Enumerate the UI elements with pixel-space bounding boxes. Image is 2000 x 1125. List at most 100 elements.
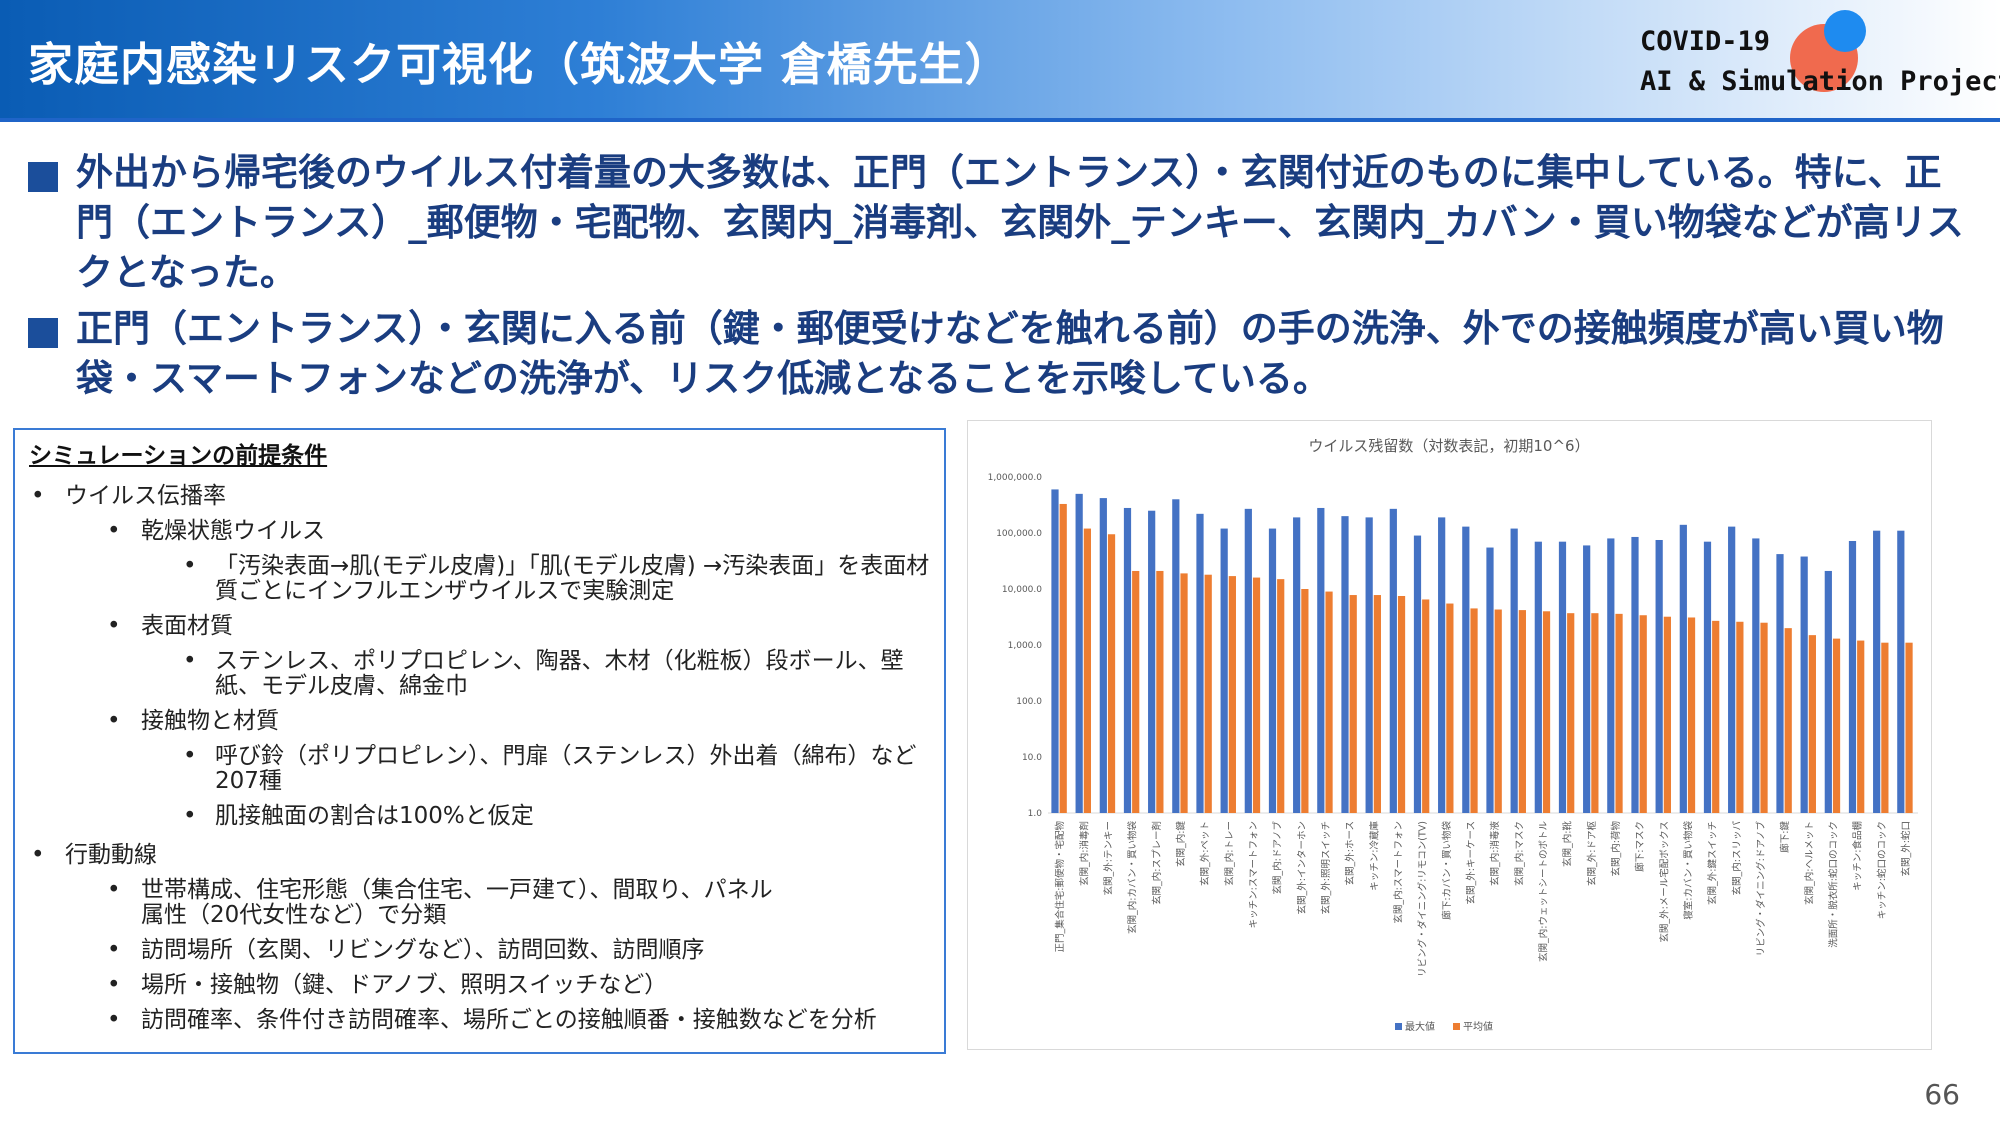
bar-mean (1204, 574, 1212, 813)
bar-max (1317, 507, 1325, 813)
virus-residue-chart: ウイルス残留数（対数表記，初期10^6） 1,000,000.0 100,000.0… (967, 420, 1932, 1050)
logo-line-1: COVID-19 (1640, 26, 1771, 57)
bar-max (1534, 541, 1542, 813)
x-tick-label: キッチン:食品棚 (1852, 821, 1864, 891)
bullet-dot: • (183, 743, 197, 769)
x-tick-label: 洗面所・脱衣所:蛇口のコック (1827, 821, 1839, 948)
x-tick-label: 玄関_内:ヘルメット (1803, 821, 1815, 905)
chart-svg: ウイルス残留数（対数表記，初期10^6） 1,000,000.0 100,000.0… (988, 437, 1918, 1033)
condition-item: • 肌接触面の割合は100%と仮定 (183, 803, 534, 829)
bar-max (1341, 516, 1349, 813)
x-tick-label: 玄関_内:スリッパ (1731, 821, 1743, 896)
x-tick-label: 玄関_内:消毒剤 (1078, 821, 1090, 886)
y-tick-label: 10.0 (1022, 753, 1042, 763)
condition-item: • 「汚染表面→肌(モデル皮膚)」「肌(モデル皮膚) →汚染表面」を表面材質ごとに… (183, 553, 930, 604)
x-tick-label: リビング・ダイニング:ドアノブ (1755, 821, 1767, 957)
bar-mean (1760, 622, 1768, 813)
bar-mean (1663, 616, 1671, 813)
bar-max (1486, 547, 1494, 813)
bar-max (1510, 528, 1518, 813)
bar-max (1558, 541, 1567, 813)
x-tick-label: 玄関_外:キーケース (1465, 821, 1477, 904)
page-title: 家庭内感染リスク可視化（筑波大学 倉橋先生） (28, 38, 1011, 91)
bar-mean (1470, 608, 1478, 813)
bar-mean (1301, 589, 1309, 813)
header-bar: 家庭内感染リスク可視化（筑波大学 倉橋先生） COVID-19 AI & Sim… (0, 0, 2000, 118)
bullet-dot: • (107, 972, 121, 998)
project-logo: COVID-19 AI & Simulation Project (1640, 10, 2000, 110)
bar-mean (1905, 642, 1913, 813)
bar-mean (1784, 628, 1792, 813)
x-tick-label: 玄関_外:蛇口 (1900, 821, 1912, 876)
x-tick-label: 玄関_外:照明スイッチ (1320, 821, 1332, 914)
bullet-dot: • (107, 613, 121, 639)
x-tick-label: 玄関_外:ペット (1199, 821, 1211, 886)
bar-mean (1349, 595, 1357, 813)
x-tick-label: キッチン:冷蔵庫 (1368, 821, 1380, 891)
bar-max (1631, 536, 1639, 813)
condition-item: • 表面材質 (107, 613, 233, 639)
y-tick-label: 1,000,000.0 (988, 473, 1043, 483)
bullet-dot: • (107, 1007, 121, 1033)
x-tick-label: 玄関_外:ホース (1344, 821, 1356, 885)
bar-mean (1639, 615, 1647, 813)
bar-mean (1059, 503, 1067, 813)
bar-max (1655, 539, 1663, 813)
bar-max (1848, 540, 1857, 813)
condition-item: • 訪問確率、条件付き訪問確率、場所ごとの接触順番・接触数などを分析 (107, 1007, 877, 1033)
bar-max (1051, 489, 1059, 813)
simulation-conditions-panel: シミュレーションの前提条件 • ウイルス伝播率 • 乾燥状態ウイルス • 「汚染表面→… (13, 428, 946, 1054)
bar-mean (1615, 613, 1623, 813)
bar-max (1413, 535, 1422, 813)
bar-max (1728, 526, 1736, 813)
legend-label: 平均値 (1463, 1020, 1493, 1033)
bar-max (1365, 517, 1373, 813)
x-tick-label: 玄関_内:スプレー剤 (1151, 821, 1163, 905)
bar-max (1293, 517, 1301, 813)
summary-bullet: 外出から帰宅後のウイルス付着量の大多数は、正門（エントランス）・玄関付近のものに… (28, 148, 1978, 298)
summary-text: 正門（エントランス）・玄関に入る前（鍵・郵便受けなどを触れる前）の手の洗浄、外で… (76, 307, 1944, 400)
bar-mean (1325, 591, 1333, 813)
bar-mean (1083, 528, 1091, 813)
bar-mean (1397, 595, 1406, 813)
condition-item: • 訪問場所（玄関、リビングなど）、訪問回数、訪問順序 (107, 937, 705, 963)
bar-max (1607, 538, 1615, 813)
x-tick-label: 玄関_内:ドアノブ (1272, 821, 1284, 895)
summary-text: 外出から帰宅後のウイルス付着量の大多数は、正門（エントランス）・玄関付近のものに… (76, 151, 1964, 294)
bullet-dot: • (31, 483, 45, 509)
bar-mean (1736, 621, 1744, 813)
bar-max (1268, 528, 1277, 813)
bar-max (1824, 570, 1832, 813)
bar-mean (1180, 573, 1188, 813)
summary-bullets: 外出から帰宅後のウイルス付着量の大多数は、正門（エントランス）・玄関付近のものに… (28, 148, 1978, 410)
bar-max (1873, 530, 1881, 813)
y-tick-label: 100.0 (1016, 697, 1042, 707)
condition-item: • 接触物と材質 (107, 708, 279, 734)
x-tick-label: キッチン:スマートフォン (1248, 821, 1259, 928)
bar-max (1583, 545, 1591, 813)
bar-max (1148, 510, 1156, 813)
x-tick-label: キッチン:蛇口のコック (1876, 821, 1888, 919)
bar-max (1220, 528, 1228, 813)
y-tick-label: 1,000.0 (1008, 641, 1043, 651)
bar-max (1438, 517, 1446, 813)
bar-mean (1252, 577, 1261, 813)
bar-mean (1881, 642, 1889, 813)
x-tick-label: 玄関_内:トレー (1223, 821, 1235, 886)
bar-mean (1156, 570, 1164, 813)
bar-max (1776, 554, 1784, 813)
bullet-dot: • (107, 877, 121, 903)
x-tick-label: 正門_集合住宅:郵便物・宅配物 (1054, 821, 1066, 953)
x-tick-label: リビング・ダイニング:リモコン(TV) (1417, 821, 1429, 977)
x-tick-label: 玄関_内:カバン・買い物袋 (1127, 821, 1139, 934)
bar-mean (1567, 613, 1575, 813)
bullet-dot: • (183, 553, 197, 579)
bar-mean (1494, 609, 1502, 813)
x-tick-label: 寝室:カバン・買い物袋 (1682, 821, 1694, 920)
bar-max (1172, 499, 1180, 813)
logo-blue-circle (1824, 10, 1866, 52)
bar-mean (1422, 599, 1430, 813)
bar-max (1075, 493, 1083, 813)
bullet-dot: • (183, 803, 197, 829)
bullet-dot: • (107, 708, 121, 734)
